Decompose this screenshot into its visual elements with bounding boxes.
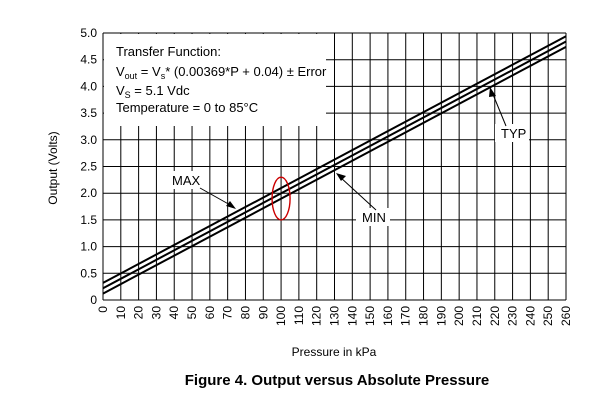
x-tick-label: 90	[256, 306, 270, 320]
max-arrowhead	[226, 201, 236, 209]
y-axis-label: Output (Volts)	[46, 131, 60, 204]
x-tick-label: 70	[221, 306, 235, 320]
y-tick-label: 1.5	[80, 213, 97, 227]
x-tick-label: 30	[149, 306, 163, 320]
series-labels: MAX MIN TYP	[166, 87, 529, 226]
annotation-line-1: Transfer Function:	[116, 44, 221, 59]
y-tick-label: 1.0	[80, 240, 97, 254]
x-tick-label: 80	[238, 306, 252, 320]
series-line-typ	[102, 40, 567, 290]
y-tick-label: 2.0	[80, 186, 97, 200]
label-max: MAX	[172, 173, 201, 188]
annotation-line-2: Vout = Vs* (0.00369*P + 0.04) ± Error	[116, 64, 327, 81]
series-line-max	[102, 35, 567, 284]
typ-arrowhead	[489, 87, 496, 97]
x-tick-label: 10	[114, 306, 128, 320]
x-tick-label: 220	[488, 306, 502, 326]
y-tick-label: 3.5	[80, 106, 97, 120]
x-tick-label: 40	[167, 306, 181, 320]
annotation-line-3: VS = 5.1 Vdc	[116, 83, 190, 100]
x-tick-label: 50	[185, 306, 199, 320]
typ-leader	[491, 91, 507, 127]
y-tick-label: 4.0	[80, 79, 97, 93]
max-leader	[199, 187, 233, 207]
x-tick-label: 0	[96, 306, 110, 313]
y-tick-label: 2.5	[80, 160, 97, 174]
x-tick-label: 170	[399, 306, 413, 326]
min-arrowhead	[336, 173, 346, 181]
x-tick-label: 210	[470, 306, 484, 326]
x-tick-label: 110	[292, 306, 306, 325]
x-tick-label: 60	[203, 306, 217, 320]
x-tick-label: 120	[310, 306, 324, 326]
x-tick-label: 240	[523, 306, 537, 326]
x-tick-label: 140	[345, 306, 359, 326]
annotation-line-4: Temperature = 0 to 85°C	[116, 100, 258, 115]
transfer-function-box	[104, 34, 326, 126]
y-tick-label: 4.5	[80, 53, 97, 67]
x-tick-label: 100	[274, 306, 288, 326]
y-tick-labels: 0 0.5 1.0 1.5 2.0 2.5 3.0 3.5 4.0 4.5 5.0	[80, 26, 97, 307]
x-tick-label: 250	[541, 306, 555, 326]
y-tick-label: 3.0	[80, 133, 97, 147]
label-typ: TYP	[501, 126, 526, 141]
x-tick-label: 190	[434, 306, 448, 326]
red-highlight-ellipse	[271, 176, 291, 221]
figure-caption: Figure 4. Output versus Absolute Pressur…	[185, 372, 490, 389]
label-min: MIN	[362, 210, 386, 225]
chart-series	[102, 35, 567, 295]
series-line-min	[102, 46, 567, 295]
x-tick-label: 260	[559, 306, 573, 326]
x-tick-label: 200	[452, 306, 466, 326]
x-tick-label: 20	[132, 306, 146, 320]
y-tick-label: 0.5	[80, 266, 97, 280]
x-axis-label: Pressure in kPa	[292, 345, 377, 359]
x-tick-labels: 0 10 20 30 40 50 60 70 80 90 100 110 120 130 140 150 160…	[96, 306, 573, 326]
y-tick-label: 0	[90, 293, 97, 307]
x-tick-label: 230	[506, 306, 520, 326]
x-tick-label: 130	[328, 306, 342, 326]
y-tick-label: 5.0	[80, 26, 97, 40]
x-tick-label: 180	[417, 306, 431, 326]
x-tick-label: 160	[381, 306, 395, 326]
x-tick-label: 150	[363, 306, 377, 326]
min-leader	[339, 176, 377, 211]
